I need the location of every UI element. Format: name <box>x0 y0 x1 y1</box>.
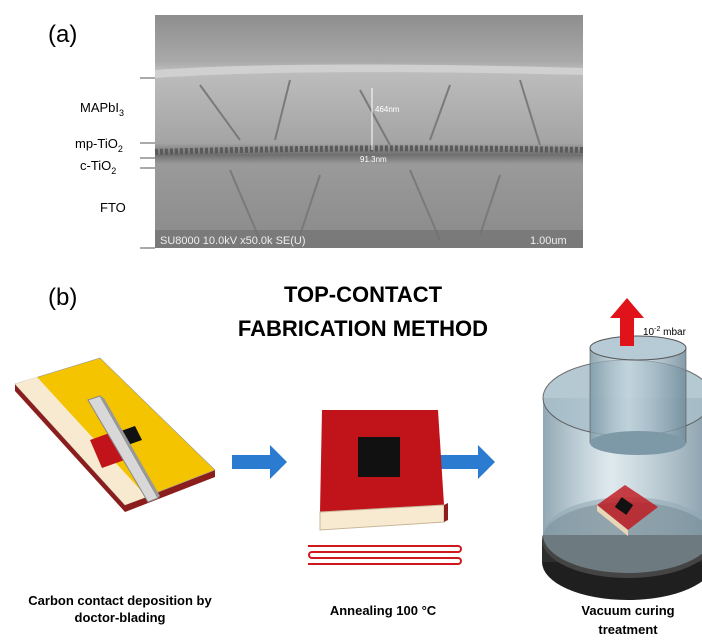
panel-label: (a) <box>48 21 77 48</box>
figure: (a) 464nm 91.3nm SU8000 10.0kV x50.0k SE… <box>0 0 702 640</box>
text-part: 3 <box>119 108 124 118</box>
layer-label: mp-TiO2 <box>75 136 123 154</box>
text-part: 10 <box>643 327 655 338</box>
layer-label: MAPbI3 <box>80 100 124 118</box>
step-caption: doctor-blading <box>75 610 166 625</box>
doctor-blade-device <box>15 358 215 512</box>
measurement: 91.3nm <box>360 155 387 164</box>
title: TOP-CONTACT <box>284 282 443 307</box>
step-caption: Carbon contact deposition by <box>28 593 212 608</box>
arrow <box>232 445 287 479</box>
text-part: c-TiO <box>80 158 111 173</box>
vacuum-chamber <box>542 298 702 600</box>
layer-ticks <box>140 78 155 248</box>
sem-image: 464nm 91.3nm SU8000 10.0kV x50.0k SE(U) … <box>155 15 583 248</box>
layer-label: c-TiO2 <box>80 158 116 176</box>
step-caption: treatment <box>598 622 658 637</box>
info-bar: SU8000 10.0kV x50.0k SE(U) <box>160 235 306 247</box>
arrow <box>440 445 495 479</box>
layer-label: FTO <box>100 200 126 215</box>
panel-label: (b) <box>48 284 77 311</box>
pressure-label: 10-2 mbar <box>643 326 687 338</box>
text-part: 2 <box>118 144 123 154</box>
text-part: mp-TiO <box>75 136 118 151</box>
scale-label: 1.00um <box>530 235 567 247</box>
annealing-device <box>308 410 461 564</box>
text-part: MAPbI <box>80 100 119 115</box>
title: FABRICATION METHOD <box>238 316 488 341</box>
step-caption: Annealing 100 °C <box>330 603 437 618</box>
measurement: 464nm <box>375 105 400 114</box>
text-part: mbar <box>660 327 686 338</box>
text-part: 2 <box>111 166 116 176</box>
step-caption: Vacuum curing <box>581 603 674 618</box>
